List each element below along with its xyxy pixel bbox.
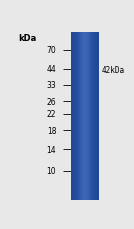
Text: 42kDa: 42kDa bbox=[102, 65, 125, 74]
Text: 70: 70 bbox=[46, 46, 56, 55]
Text: 18: 18 bbox=[47, 126, 56, 135]
Text: kDa: kDa bbox=[18, 34, 36, 43]
Text: 33: 33 bbox=[46, 81, 56, 90]
Text: 10: 10 bbox=[47, 167, 56, 176]
Text: 14: 14 bbox=[47, 145, 56, 154]
Text: 26: 26 bbox=[47, 97, 56, 106]
Text: 22: 22 bbox=[47, 110, 56, 119]
Text: 44: 44 bbox=[46, 65, 56, 74]
